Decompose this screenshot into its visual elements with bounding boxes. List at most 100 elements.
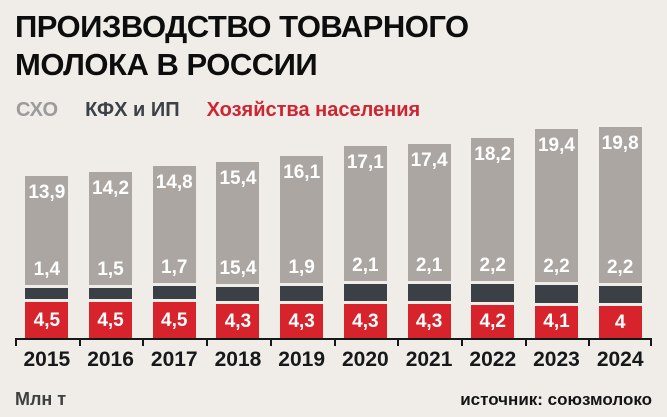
bar-value-skho: 18,2 [474,143,512,165]
bar-segment-households: 4,5 [89,302,133,338]
legend-item-2: Хозяйства населения [206,99,421,121]
bar-segment-kfh [152,286,196,300]
bar-segment-kfh [343,284,387,302]
bar-segment-kfh [471,284,515,302]
x-axis-line [15,338,652,346]
bar-value-households: 4,2 [479,310,506,332]
bar-segment-kfh [280,286,324,302]
page-title: ПРОИЗВОДСТВО ТОВАРНОГО МОЛОКА В РОССИИ [15,8,469,84]
x-axis-year-labels: 2015 2016 2017 2018 2019 2020 2021 2022 2023 2024 [15,348,652,372]
bar-value-households: 4,5 [97,309,124,331]
bar-column-2016: 14,2 1,5 4,5 [79,124,143,338]
bar-segment-skho: 14,8 1,7 [152,166,196,284]
bar-segment-kfh [534,285,578,303]
bar-value-skho: 17,1 [346,152,384,174]
bar-segment-households: 4,5 [25,302,69,338]
bar-value-households: 4,3 [288,310,315,332]
bar-column-2022: 18,2 2,2 4,2 [461,124,525,338]
year-label-2024: 2024 [596,348,644,371]
bar-segment-skho: 17,1 2,1 [343,146,387,282]
year-label-2021: 2021 [405,348,453,371]
bar-value-kfh: 1,5 [97,258,124,280]
axis-tick [15,340,17,346]
bar-value-households: 4,3 [415,310,443,332]
year-label-2015: 2015 [23,348,71,371]
bar-segment-skho: 14,2 1,5 [89,172,133,285]
bar-segment-kfh [89,287,133,300]
axis-tick [206,340,209,346]
bar-value-kfh: 2,1 [415,255,443,277]
bar-value-skho: 19,8 [601,132,639,154]
bar-segment-households: 4,3 [407,304,451,338]
bar-column-2020: 17,1 2,1 4,3 [334,124,398,338]
bar-segment-households: 4,3 [343,304,387,338]
bar-value-households: 4,1 [543,311,570,333]
bar-value-kfh: 1,7 [161,257,188,279]
bar-value-skho: 15,4 [219,168,257,190]
bar-segment-skho: 19,8 2,2 [598,126,642,284]
bar-value-skho: 17,4 [410,150,448,171]
year-label-2016: 2016 [87,348,134,371]
bar-segment-skho: 15,4 15,4 [216,162,260,284]
bar-segment-households: 4,5 [152,302,196,338]
bar-segment-households: 4,2 [471,304,515,338]
bar-segment-kfh [598,286,642,304]
bar-value-kfh: 2,1 [352,255,379,277]
chart-legend: СХО КФХ и ИП Хозяйства населения [16,99,420,122]
axis-tick [524,340,527,346]
stacked-bar-chart: 13,9 1,4 4,5 14,2 1,5 4,5 14,8 1,7 4,5 15,4 15,4 4,… [15,124,652,338]
bar-value-skho: 19,4 [537,135,575,156]
bar-value-skho: 14,8 [155,172,193,194]
axis-tick [78,340,81,346]
bar-segment-households: 4 [598,306,642,338]
year-label-2018: 2018 [214,348,262,371]
year-label-2019: 2019 [278,348,326,371]
bar-value-households: 4,3 [352,310,379,332]
bar-segment-skho: 13,9 1,4 [25,175,69,286]
bar-value-households: 4,5 [33,309,61,331]
bar-value-kfh: 15,4 [219,257,257,279]
bar-segment-kfh [25,288,69,300]
year-label-2022: 2022 [469,348,517,371]
legend-item-0: СХО [16,99,59,121]
bar-column-2023: 19,4 2,2 4,1 [525,124,589,338]
bar-column-2021: 17,4 2,1 4,3 [397,124,461,338]
axis-tick [650,340,652,346]
bar-value-skho: 14,2 [92,178,130,200]
source-label: источник: союзмолоко [460,390,652,409]
bar-value-households: 4,5 [161,309,188,331]
bar-column-2024: 19,8 2,2 4 [588,124,652,338]
bar-value-skho: 16,1 [283,161,321,183]
bar-value-kfh: 1,4 [33,259,61,281]
bar-value-kfh: 2,2 [606,257,634,279]
bar-segment-skho: 19,4 2,2 [534,129,578,283]
year-label-2017: 2017 [150,348,198,371]
bar-column-2019: 16,1 1,9 4,3 [270,124,334,338]
bar-value-kfh: 2,2 [479,255,506,277]
axis-tick [269,340,272,346]
bar-column-2018: 15,4 15,4 4,3 [206,124,270,338]
page-title-line2: МОЛОКА В РОССИИ [15,46,318,82]
bar-segment-households: 4,1 [534,305,578,338]
legend-item-1: КФХ и ИП [85,99,180,121]
bar-value-kfh: 1,9 [288,257,315,279]
bar-segment-kfh [216,286,260,302]
unit-label: Млн т [15,389,67,409]
bar-segment-kfh [407,284,451,302]
year-label-2023: 2023 [533,348,580,371]
bar-segment-households: 4,3 [280,304,324,338]
bar-value-kfh: 2,2 [543,256,570,278]
axis-tick [397,340,400,346]
bar-value-households: 4 [614,311,626,333]
axis-tick [460,340,463,346]
axis-tick [142,340,145,346]
axis-tick [333,340,336,346]
page-title-line1: ПРОИЗВОДСТВО ТОВАРНОГО [15,9,469,44]
bar-segment-skho: 16,1 1,9 [280,155,324,284]
bar-segment-skho: 17,4 2,1 [407,144,451,282]
bar-value-skho: 13,9 [28,181,66,203]
bar-column-2015: 13,9 1,4 4,5 [15,124,79,338]
bar-value-households: 4,3 [224,310,252,332]
bar-segment-skho: 18,2 2,2 [471,137,515,282]
